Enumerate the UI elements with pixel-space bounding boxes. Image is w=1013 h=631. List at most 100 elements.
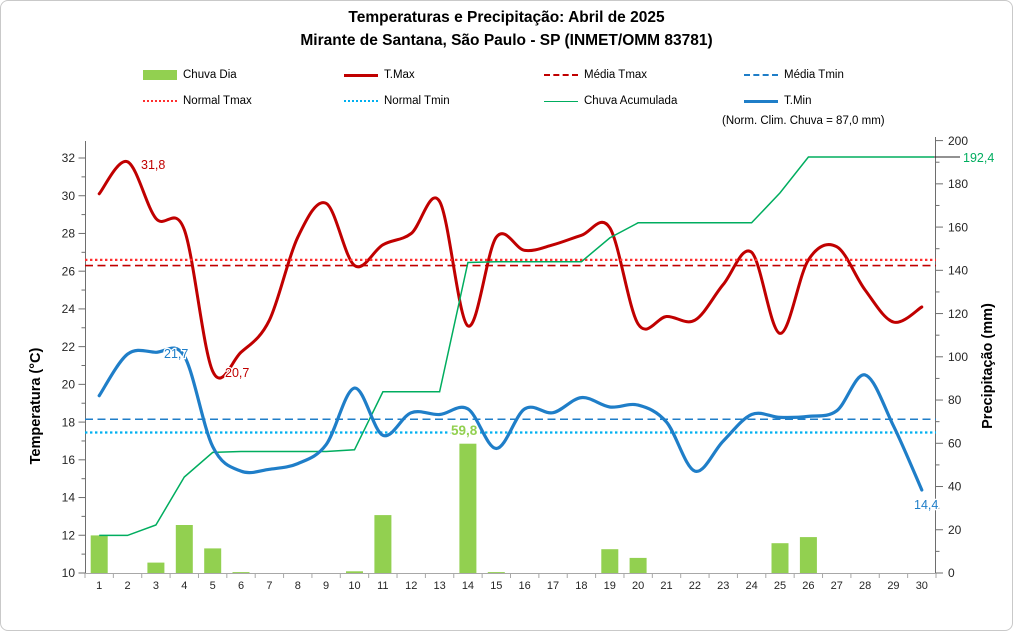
t-max-line (97, 160, 924, 380)
legend-label: Chuva Dia (183, 69, 237, 81)
x-axis-day-label: 29 (887, 580, 899, 592)
x-axis-day-label: 13 (433, 580, 445, 592)
y-axis-left-tick-label: 14 (62, 491, 76, 505)
x-axis-day-label: 26 (802, 580, 814, 592)
dashed-line-swatch-icon (744, 74, 778, 76)
y-axis-right-tick-label: 180 (948, 177, 968, 191)
x-axis-day-label: 10 (348, 580, 360, 592)
y-axis-left-tick-label: 16 (62, 453, 76, 467)
x-axis-day-label: 18 (575, 580, 587, 592)
y-axis-right-tick-label: 60 (948, 436, 962, 450)
x-axis: 1 2 3 4 5 6 7 8 9 10 11 12 13 14 15 16 17 18 19 20 21 22 23 24 2… (84, 573, 937, 592)
thin-line-swatch-icon (544, 100, 578, 102)
legend-item-media-tmin: Média Tmin (744, 68, 844, 82)
dashed-line-swatch-icon (544, 74, 578, 76)
y-axis-left-tick-label: 18 (62, 415, 76, 429)
legend-label: Normal Tmin (384, 95, 450, 107)
annotations: 31,8 20,7 21,7 59,8 192,4 14,4 (140, 150, 996, 514)
rain-bar (459, 443, 477, 573)
x-axis-day-label: 2 (124, 580, 130, 592)
x-axis-day-label: 1 (96, 580, 102, 592)
x-axis-day-label: 16 (519, 580, 531, 592)
x-axis-day-label: 27 (831, 580, 843, 592)
line-swatch-icon (344, 73, 378, 77)
legend-label: Média Tmax (584, 69, 648, 81)
y-axis-right-tick-label: 0 (948, 566, 955, 580)
dotted-line-swatch-icon (344, 100, 378, 102)
data-label-14-4: 14,4 (914, 498, 938, 512)
thick-line-swatch-icon (744, 99, 778, 103)
data-label-21-7: 21,7 (164, 347, 188, 361)
y-axis-right-tick-label: 40 (948, 480, 962, 494)
y-axis-right-tick-label: 160 (948, 220, 968, 234)
y-axis-right-tick-label: 20 (948, 523, 962, 537)
y-axis-left-tick-label: 10 (62, 566, 76, 580)
data-label-192-4: 192,4 (963, 151, 994, 165)
x-axis-day-label: 5 (210, 580, 216, 592)
legend-label: Média Tmin (784, 69, 844, 81)
y-axis-left-tick-label: 28 (62, 227, 76, 241)
legend-label: T.Max (384, 69, 415, 81)
x-axis-day-label: 19 (604, 580, 616, 592)
rain-bar (204, 548, 222, 573)
y-axis-left-tick-label: 22 (62, 340, 76, 354)
y-axis-right-tick-label: 120 (948, 307, 968, 321)
t-min-line (97, 346, 924, 492)
x-axis-day-label: 24 (745, 580, 757, 592)
y-axis-right-tick-label: 100 (948, 350, 968, 364)
x-axis-day-label: 20 (632, 580, 644, 592)
rain-bar (175, 525, 193, 573)
chuva-acumulada-line (99, 156, 934, 537)
legend-item-normal-tmax: Normal Tmax (143, 94, 252, 108)
legend-item-media-tmax: Média Tmax (544, 68, 647, 82)
y-axis-left-title: Temperatura (°C) (28, 347, 44, 464)
x-axis-day-label: 17 (547, 580, 559, 592)
x-axis-day-label: 3 (153, 580, 159, 592)
y-axis-left-tick-label: 12 (62, 528, 76, 542)
x-axis-day-label: 8 (295, 580, 301, 592)
y-axis-left-tick-label: 24 (62, 302, 76, 316)
y-axis-left-tick-label: 20 (62, 378, 76, 392)
data-label-59-8: 59,8 (451, 423, 478, 438)
x-axis-day-label: 28 (859, 580, 871, 592)
data-label-31-8: 31,8 (141, 158, 165, 172)
x-axis-day-label: 15 (490, 580, 502, 592)
legend-item-chuva-acumulada: Chuva Acumulada (544, 94, 677, 108)
rain-bar (487, 572, 505, 573)
rain-bar (232, 572, 250, 573)
rain-bar (799, 537, 817, 573)
y-axis-left-tick-label: 30 (62, 189, 76, 203)
x-axis-day-label: 12 (405, 580, 417, 592)
x-axis-day-label: 7 (266, 580, 272, 592)
x-axis-day-label: 14 (462, 580, 474, 592)
x-axis-day-label: 21 (660, 580, 672, 592)
bar-swatch-icon (143, 70, 177, 80)
chart-title: Temperaturas e Precipitação: Abril de 20… (348, 9, 665, 26)
legend-item-normal-tmin: Normal Tmin (344, 94, 450, 108)
data-label-20-7: 20,7 (225, 366, 249, 380)
normal-climate-note: (Norm. Clim. Chuva = 87,0 mm) (722, 115, 885, 127)
x-axis-day-label: 9 (323, 580, 329, 592)
rain-bar (629, 557, 647, 573)
rain-bar (771, 543, 789, 573)
x-axis-day-label: 22 (689, 580, 701, 592)
rain-bar (374, 515, 392, 573)
y-axis-right: 0 20 40 60 80 100 120 140 160 180 200 Precipitação … (935, 134, 996, 580)
y-axis-right-tick-label: 140 (948, 264, 968, 278)
dotted-line-swatch-icon (143, 100, 177, 102)
x-axis-day-label: 11 (377, 580, 388, 592)
y-axis-left-tick-label: 26 (62, 264, 76, 278)
legend-label: T.Min (784, 95, 812, 107)
rain-bar (346, 571, 363, 573)
chuva-dia-bars (90, 443, 817, 573)
y-axis-right-tick-label: 200 (948, 134, 968, 148)
y-axis-right-title: Precipitação (mm) (980, 303, 996, 429)
legend-item-tmax: T.Max (344, 68, 415, 82)
y-axis-left-tick-label: 32 (62, 151, 76, 165)
rain-bar (147, 562, 165, 573)
rain-bar (90, 535, 108, 573)
chart-subtitle: Mirante de Santana, São Paulo - SP (INME… (300, 32, 713, 49)
x-axis-day-label: 25 (774, 580, 786, 592)
x-axis-day-label: 4 (181, 580, 187, 592)
